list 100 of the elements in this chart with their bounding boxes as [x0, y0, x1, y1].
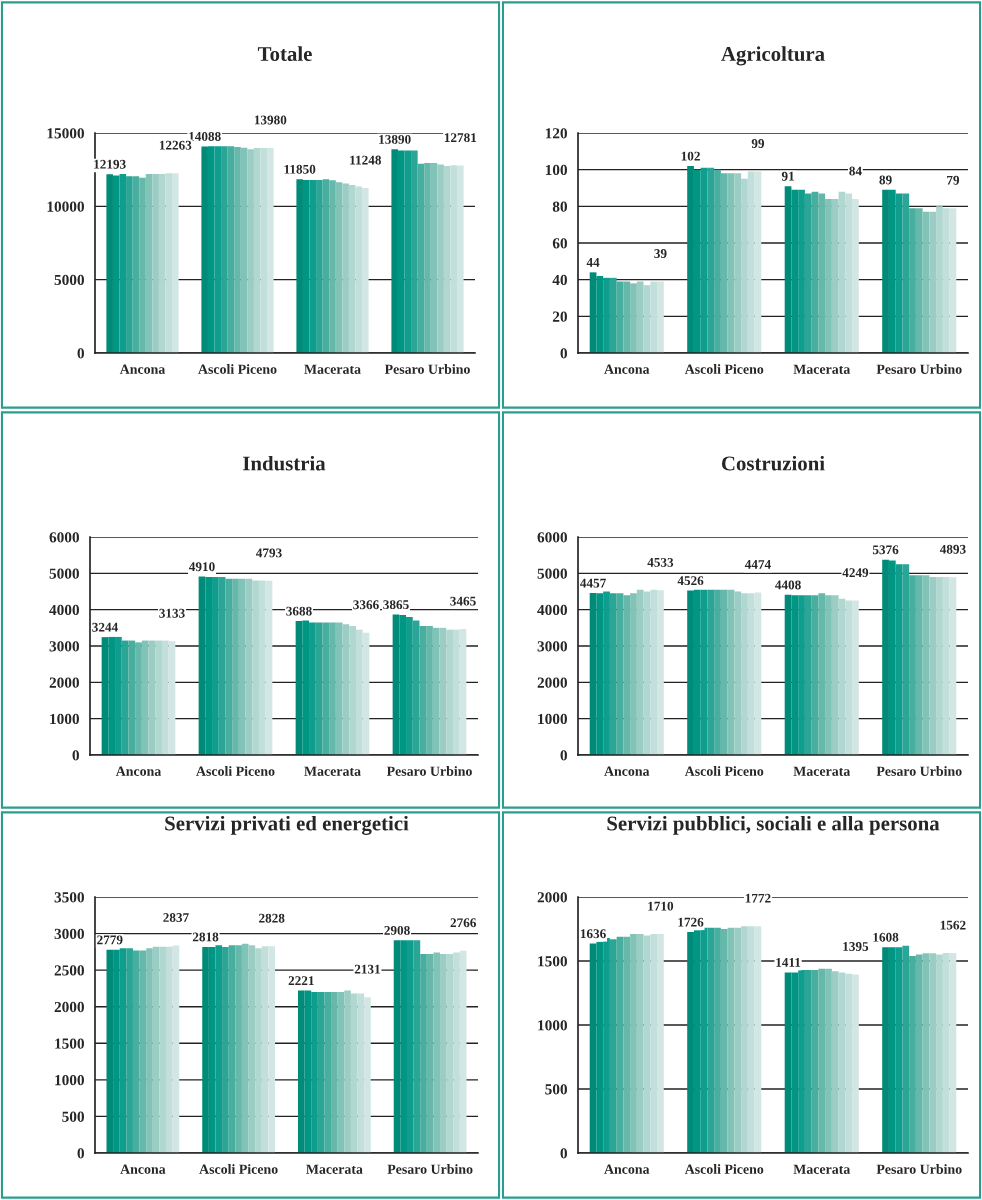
bar: [825, 968, 832, 1153]
data-label: 4526: [677, 576, 704, 586]
bar: [309, 622, 316, 755]
bar: [159, 946, 167, 1153]
bar: [909, 208, 916, 353]
data-label: 2828: [259, 913, 285, 923]
bar: [234, 146, 241, 353]
x-tick-label: Ascoli Piceno: [684, 1164, 764, 1174]
data-label: 2131: [354, 964, 380, 974]
bar: [818, 193, 826, 353]
y-tick-label: 60: [552, 238, 567, 249]
x-tick-label: Macerata: [304, 766, 361, 776]
x-tick-label: Ascoli Piceno: [684, 364, 764, 374]
bar: [215, 945, 223, 1153]
bar: [734, 591, 742, 755]
bar: [413, 940, 421, 1153]
y-tick-label: 5000: [49, 568, 79, 579]
bar: [322, 179, 330, 353]
bar: [609, 277, 617, 353]
data-label: 84: [849, 166, 862, 176]
data-label: 3133: [159, 608, 185, 618]
data-label: 11850: [284, 164, 316, 174]
x-tick-label: Ascoli Piceno: [196, 766, 275, 776]
bar: [650, 934, 658, 1153]
chart-title: Industria: [243, 455, 326, 471]
data-label: 4910: [188, 562, 215, 572]
bar: [798, 595, 805, 755]
y-tick-label: 3000: [537, 641, 567, 652]
bar: [255, 948, 262, 1153]
x-tick-label: Macerata: [793, 1164, 851, 1174]
bar: [714, 589, 721, 755]
y-tick-label: 0: [77, 1148, 84, 1159]
bar: [798, 189, 805, 353]
bar: [335, 622, 343, 755]
bar: [902, 945, 910, 1153]
bar: [457, 165, 464, 353]
bar: [267, 147, 274, 353]
bar: [915, 954, 923, 1153]
bar: [852, 199, 859, 353]
bar: [909, 955, 916, 1153]
y-tick-label: 100: [545, 164, 567, 176]
y-tick-label: 2000: [537, 677, 567, 688]
bar: [406, 940, 414, 1153]
data-label: 3244: [92, 622, 118, 632]
bar: [433, 952, 441, 1153]
y-tick-label: 1000: [538, 1020, 567, 1031]
bar: [929, 211, 937, 353]
y-tick-label: 5000: [537, 568, 567, 579]
bar: [636, 934, 644, 1153]
x-tick-label: Pesaro Urbino: [876, 766, 962, 776]
bar: [355, 629, 363, 755]
bar: [152, 946, 160, 1153]
y-tick-label: 120: [545, 128, 567, 139]
y-tick-label: 2000: [537, 892, 567, 903]
bar: [714, 169, 721, 353]
bar: [426, 626, 433, 755]
bar: [241, 943, 249, 1153]
x-tick-label: Ancona: [604, 364, 650, 374]
bar: [804, 969, 812, 1153]
y-tick-label: 5000: [54, 274, 84, 286]
bar: [166, 946, 173, 1153]
bar: [349, 626, 356, 755]
bar: [636, 281, 644, 353]
bar: [741, 593, 748, 755]
y-tick-label: 0: [560, 1148, 567, 1159]
x-tick-label: Ascoli Piceno: [199, 1164, 278, 1174]
bar: [355, 186, 363, 353]
data-label: 102: [681, 151, 700, 161]
bar: [636, 589, 644, 755]
bar: [261, 946, 269, 1153]
bar: [322, 622, 330, 755]
bar: [258, 580, 266, 755]
data-label: 3366: [353, 600, 379, 610]
bar: [145, 174, 153, 353]
bar: [734, 927, 742, 1153]
bar: [268, 946, 276, 1153]
bar: [417, 163, 425, 353]
bar: [720, 589, 728, 755]
bar: [348, 185, 356, 353]
bar: [929, 953, 937, 1153]
bar: [902, 193, 910, 353]
bar: [707, 589, 715, 755]
y-tick-label: 0: [560, 750, 567, 761]
data-label: 2818: [192, 932, 219, 942]
bar: [818, 968, 826, 1153]
data-label: 3688: [286, 606, 312, 616]
bar: [152, 174, 159, 353]
data-label: 91: [781, 171, 794, 181]
bar: [316, 179, 323, 353]
data-label: 12263: [159, 140, 192, 150]
chart-title: Servizi privati ed energetici: [165, 815, 409, 835]
bar: [132, 176, 140, 353]
bar: [146, 948, 153, 1153]
x-tick-label: Macerata: [793, 364, 851, 374]
bar: [714, 927, 721, 1153]
data-label: 13890: [379, 134, 411, 144]
x-tick-label: Ascoli Piceno: [684, 766, 764, 776]
bar: [630, 934, 637, 1153]
bar: [452, 629, 460, 755]
bar: [329, 622, 336, 755]
